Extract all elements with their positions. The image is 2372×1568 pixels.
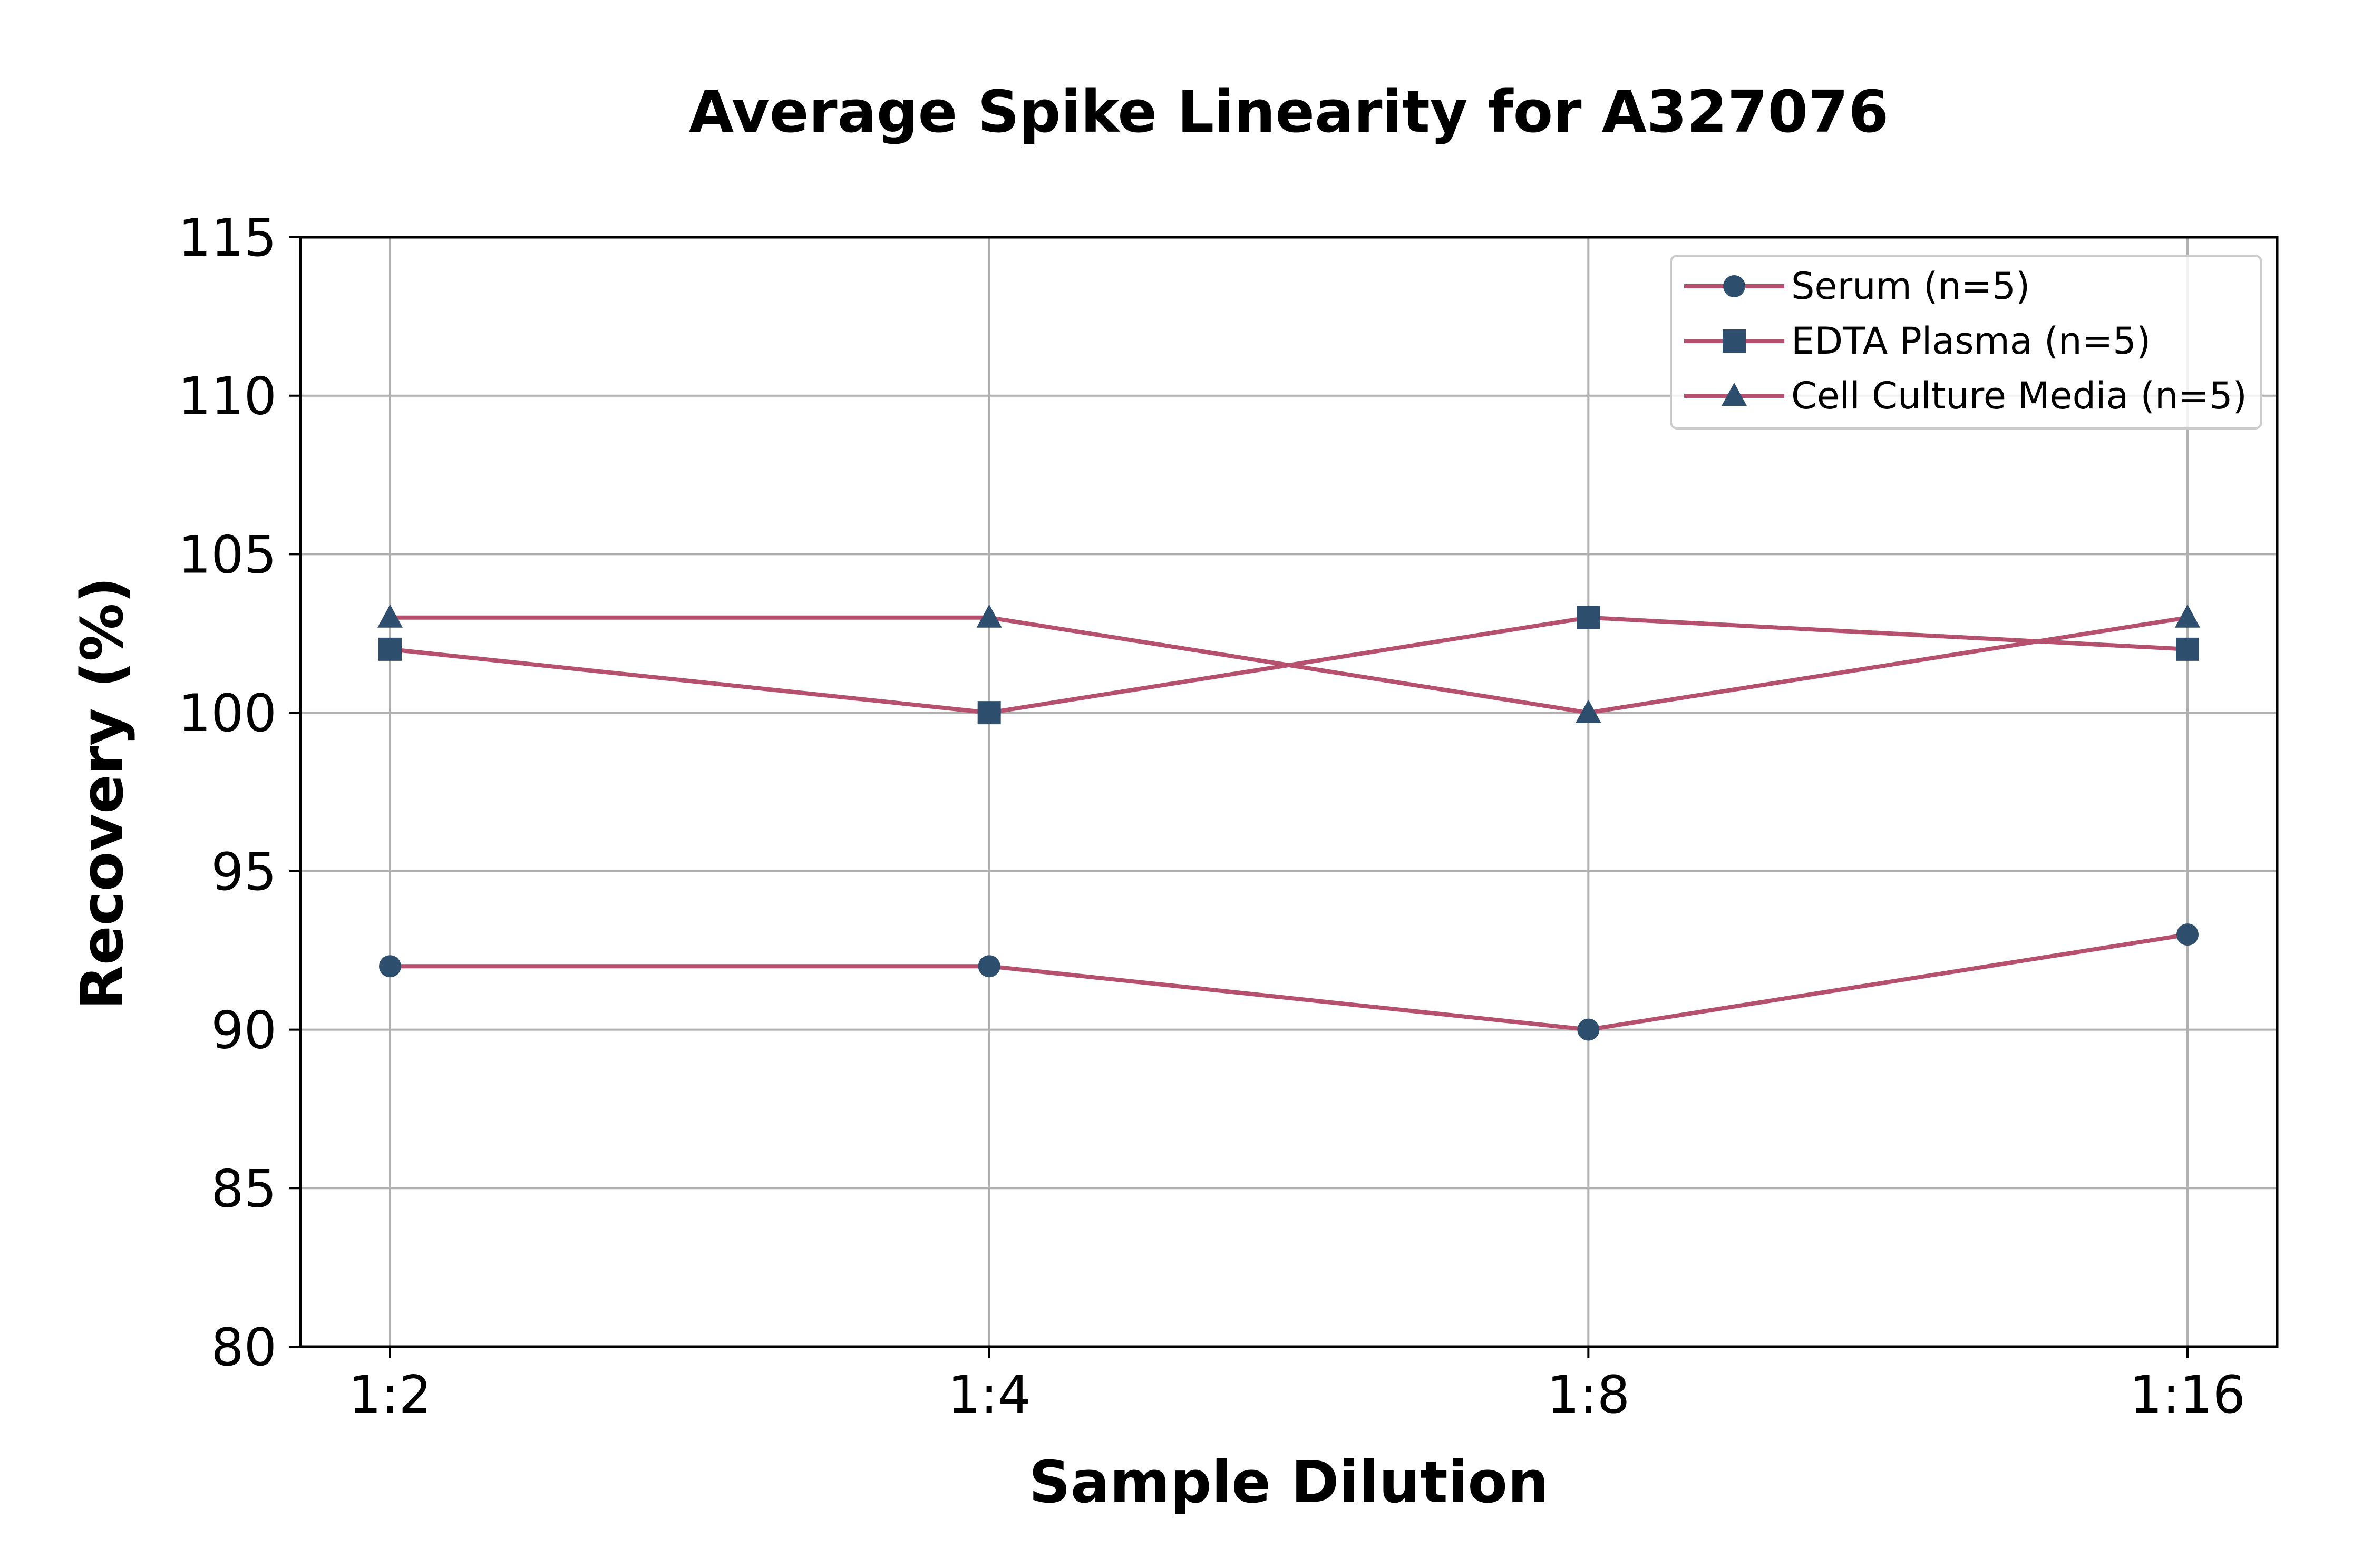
plot-frame — [299, 236, 2279, 1348]
legend: Serum (n=5) EDTA Plasma (n=5) Cell Culture… — [1670, 255, 2262, 430]
series-3 — [377, 604, 2200, 723]
legend-marker-square — [1723, 329, 1746, 353]
legend-item: EDTA Plasma (n=5) — [1684, 319, 2151, 363]
grid — [300, 237, 2277, 1347]
data-point-circle — [978, 955, 1000, 978]
x-tick-label: 1:4 — [948, 1365, 1031, 1425]
legend-marker-circle — [1723, 275, 1745, 297]
y-tick-label: 100 — [178, 684, 277, 744]
y-tick-label: 110 — [178, 367, 277, 427]
x-axis-label: Sample Dilution — [1029, 1448, 1549, 1516]
y-axis-label: Recovery (%) — [69, 577, 136, 1009]
data-point-triangle — [1576, 699, 1601, 723]
y-tick-label: 80 — [211, 1318, 277, 1378]
series-line — [390, 615, 2188, 715]
legend-box — [1670, 255, 2262, 430]
legend-marker-triangle — [1722, 383, 1747, 406]
data-point-square — [2176, 637, 2199, 661]
data-point-circle — [2176, 923, 2199, 946]
data-point-triangle — [2175, 604, 2200, 628]
series-layer — [377, 604, 2200, 1041]
chart-title: Average Spike Linearity for A327076 — [689, 78, 1889, 145]
legend-label: Cell Culture Media (n=5) — [1791, 374, 2247, 417]
y-tick-label: 95 — [211, 842, 277, 902]
x-tick-label: 1:8 — [1547, 1365, 1630, 1425]
legend-item: Cell Culture Media (n=5) — [1684, 374, 2247, 417]
ticks: 80 85 90 95 100 105 110 115 1:2 1:4 1:8 1:16 — [178, 208, 2245, 1425]
data-point-triangle — [976, 604, 1002, 628]
legend-label: Serum (n=5) — [1791, 265, 2030, 308]
y-tick-label: 90 — [211, 1001, 277, 1061]
data-point-triangle — [377, 604, 403, 628]
series-1 — [379, 923, 2199, 1041]
y-tick-label: 105 — [178, 525, 277, 585]
x-tick-label: 1:16 — [2130, 1365, 2245, 1425]
y-tick-label: 115 — [178, 208, 277, 268]
data-point-square — [378, 637, 402, 661]
y-tick-label: 85 — [211, 1159, 277, 1219]
x-tick-label: 1:2 — [348, 1365, 432, 1425]
data-point-circle — [1577, 1018, 1600, 1041]
series-line — [390, 932, 2188, 1032]
legend-label: EDTA Plasma (n=5) — [1791, 319, 2151, 363]
data-point-square — [977, 701, 1001, 725]
legend-item: Serum (n=5) — [1684, 265, 2030, 308]
data-point-circle — [379, 955, 401, 978]
data-point-square — [1577, 606, 1600, 629]
